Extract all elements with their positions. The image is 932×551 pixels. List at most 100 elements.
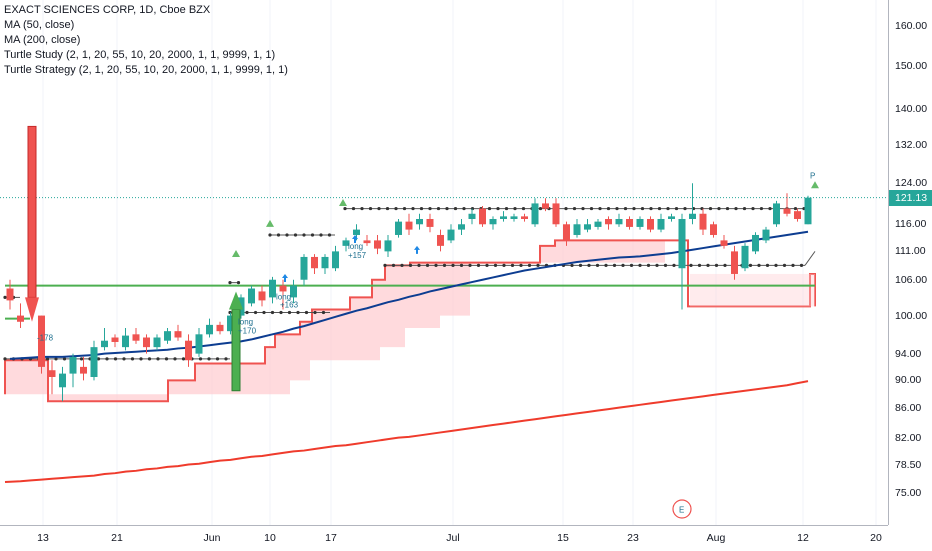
channel-high-4-dot (640, 206, 645, 211)
price-tick-label: 111.00 (895, 245, 926, 258)
time-tick-label: 13 (37, 532, 49, 544)
chart-pane[interactable]: long +170 long +163 long +157 -178 P E (0, 0, 888, 525)
channel-high-4-dot (538, 206, 543, 211)
time-tick-label: 21 (111, 532, 123, 544)
channel-high-4-dot (768, 206, 772, 211)
legend-symbol-title[interactable]: EXACT SCIENCES CORP, 1D, Cboe BZX (4, 4, 211, 16)
buy-arrow-icon (282, 273, 288, 282)
candle-body (731, 251, 738, 274)
channel-low-3-dot (621, 263, 625, 267)
channel-low-1-dot (79, 357, 84, 361)
short-signal-qty: -178 (37, 334, 54, 343)
candle-body (594, 221, 602, 227)
candle-body (783, 208, 791, 214)
candle-body (468, 213, 476, 219)
channel-low-1-dot (164, 357, 169, 361)
candle-body (69, 356, 77, 374)
channel-high-4-dot (521, 206, 526, 211)
channel-low-1-dot (62, 357, 67, 361)
channel-low-1-dot (3, 357, 7, 361)
legend-ma50[interactable]: MA (50, close) (4, 19, 75, 31)
channel-low-3-dot (493, 263, 498, 267)
channel-low-1-dot (113, 357, 118, 361)
channel-high-4-dot (411, 206, 415, 211)
channel-low-1-dot (139, 357, 143, 361)
channel-low-3-dot (408, 263, 413, 267)
channel-high-4-dot (589, 206, 594, 211)
long-signal-qty: +170 (238, 327, 257, 336)
price-tick-label: 82.00 (895, 431, 922, 444)
pyramid-triangle (339, 198, 347, 206)
candle-body (636, 218, 644, 227)
price-axis[interactable]: 160.00 150.00 140.00 132.00 124.00 116.00 111.… (888, 0, 932, 525)
candle-body (80, 366, 87, 374)
channel-low-3-dot (672, 263, 676, 267)
channel-high-2-dot (228, 281, 232, 285)
channel-low-1-dot (156, 357, 160, 361)
channel-low-3-dot (663, 263, 668, 267)
candle-body (489, 218, 497, 225)
candle-body (185, 340, 192, 361)
candle-body (584, 224, 591, 230)
channel-low-3-dot (595, 263, 600, 267)
candle-body (300, 256, 308, 280)
price-tick-label: 160.00 (895, 20, 928, 33)
candle-body (699, 213, 707, 230)
channel-high-4-dot (360, 206, 364, 211)
earnings-marker (672, 499, 692, 519)
channel-low-2-dot (313, 310, 317, 315)
legend-turtle-study[interactable]: Turtle Study (2, 1, 20, 55, 10, 20, 2000… (4, 49, 276, 61)
channel-low-1-dot (122, 357, 126, 361)
candle-body (752, 234, 759, 252)
time-tick-label: Aug (706, 532, 726, 544)
candle-body (794, 211, 801, 219)
buy-arrow-icon (352, 234, 358, 243)
legend-ma200[interactable]: MA (200, close) (4, 34, 81, 46)
channel-low-2-dot (253, 310, 258, 315)
candle-body (269, 279, 276, 298)
channel-high-4-dot (581, 206, 585, 211)
price-tick-label: 100.00 (895, 309, 928, 322)
candle-body (510, 216, 518, 219)
channel-low-2-dot (287, 310, 292, 315)
long-signal-qty: +163 (280, 300, 299, 309)
channel-high-4-dot (725, 206, 730, 211)
candle-body (552, 203, 560, 225)
channel-high-3-dot (268, 233, 272, 237)
candle-body (762, 229, 770, 241)
channel-high-4-dot (504, 206, 509, 211)
channel-high-4-dot (343, 206, 347, 211)
legend-turtle-strategy[interactable]: Turtle Strategy (2, 1, 20, 55, 10, 20, 2… (4, 64, 288, 76)
time-tick-label: 23 (627, 532, 639, 544)
time-tick-label: 17 (325, 532, 337, 544)
candle-body (353, 229, 360, 235)
candle-body (741, 245, 749, 269)
channel-low-1-dot (198, 357, 203, 361)
candle-body (258, 291, 266, 301)
channel-high-4-dot (394, 206, 398, 211)
candle-body (416, 218, 423, 225)
channel-low-3-dot (638, 263, 642, 267)
channel-low-3-dot (434, 263, 438, 267)
trailing-stop-line (4, 239, 816, 403)
price-tick-label: 140.00 (895, 102, 928, 115)
candle-body (321, 256, 329, 269)
candle-body (164, 331, 171, 341)
candle-body (174, 331, 182, 338)
channel-high-4-dot (708, 206, 713, 211)
price-tick-label: 124.00 (895, 177, 928, 190)
channel-low-3-dot (519, 263, 523, 267)
candle-body (132, 334, 140, 341)
candle-body (332, 251, 339, 269)
candle-body (458, 224, 465, 230)
channel-high-2-dot (236, 281, 241, 285)
candle-body (542, 203, 549, 209)
long-signal-label: long (348, 242, 363, 251)
time-tick-label: 12 (797, 532, 809, 544)
time-axis[interactable]: 13 21 Jun 10 17 Jul 15 23 Aug 12 20 (0, 525, 888, 551)
channel-low-3-dot (689, 263, 693, 267)
channel-high-4-dot (572, 206, 577, 211)
channel-low-1-dot (147, 357, 152, 361)
buy-arrow-icon (414, 245, 420, 254)
